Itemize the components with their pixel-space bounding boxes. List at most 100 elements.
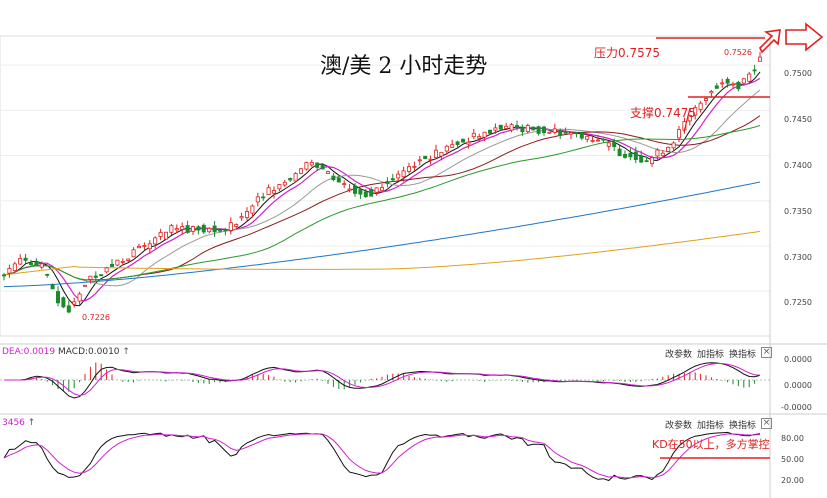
- candle-body: [293, 173, 298, 182]
- candle-body: [169, 225, 174, 233]
- candle-body: [255, 196, 260, 203]
- arrow-up-icon: ↑: [27, 418, 36, 428]
- macd-value: MACD:0.0010: [58, 347, 120, 357]
- candle-body: [61, 297, 66, 308]
- candle-body: [244, 211, 249, 218]
- candle-body: [509, 124, 514, 131]
- ma-line-blue: [3, 181, 761, 288]
- candle-body: [439, 151, 444, 157]
- candle-body: [644, 160, 649, 163]
- candle-body: [606, 142, 611, 147]
- kd-note: KD在50以上，多方掌控: [652, 438, 770, 451]
- candle-body: [185, 225, 190, 233]
- kd-add-indicator-button[interactable]: 加指标: [697, 421, 725, 431]
- candle-body: [39, 263, 44, 268]
- candle-body: [331, 175, 336, 181]
- candle-body: [320, 164, 325, 170]
- support-label: 支撑0.7475: [630, 106, 696, 120]
- candle-body: [477, 136, 482, 139]
- candle-body: [758, 56, 763, 62]
- macd-add-indicator-button[interactable]: 加指标: [697, 350, 725, 360]
- candle-body: [56, 291, 61, 304]
- candle-body: [28, 262, 33, 265]
- low-label: 0.7226: [82, 313, 110, 322]
- candle-body: [207, 227, 212, 233]
- arrow-up-icon: ↑: [122, 347, 130, 357]
- candle-body: [585, 135, 590, 140]
- candle-body: [736, 81, 741, 90]
- candle-body: [687, 114, 692, 122]
- candle-body: [50, 284, 55, 290]
- ma-line-orange: [3, 230, 761, 276]
- candle-body: [12, 263, 17, 271]
- candle-body: [120, 261, 125, 263]
- candle-body: [639, 155, 644, 163]
- candle-body: [401, 170, 406, 178]
- candle-body: [223, 229, 228, 232]
- candle-body: [201, 224, 206, 233]
- candle-body: [504, 125, 509, 129]
- candle-body: [142, 245, 147, 247]
- kd-swap-indicator-button[interactable]: 换指标: [729, 421, 757, 431]
- candle-body: [158, 232, 163, 237]
- candle-body: [741, 78, 746, 84]
- ma-line-gray: [3, 89, 761, 287]
- candle-body: [471, 132, 476, 138]
- candle-body: [590, 139, 595, 142]
- candle-body: [579, 132, 584, 139]
- candle-body: [417, 159, 422, 162]
- kd-change-params-button[interactable]: 改参数: [665, 421, 693, 431]
- candle-body: [45, 273, 50, 276]
- candle-body: [126, 258, 131, 261]
- candle-body: [174, 228, 179, 231]
- kd-header: 3456 ↑: [2, 418, 35, 428]
- candle-body: [390, 178, 395, 181]
- candle-body: [563, 131, 568, 134]
- candle-body: [487, 129, 492, 134]
- candle-body: [180, 226, 185, 230]
- candle-body: [655, 149, 660, 157]
- macd-change-params-button[interactable]: 改参数: [665, 350, 693, 360]
- candle-body: [342, 183, 347, 186]
- candle-body: [482, 131, 487, 138]
- candle-body: [309, 161, 314, 166]
- y-tick: 0.7300: [784, 253, 812, 262]
- candle-body: [83, 284, 88, 287]
- candle-body: [660, 152, 665, 157]
- candle-body: [720, 82, 725, 85]
- candle-body: [315, 162, 320, 168]
- candle-body: [693, 107, 698, 116]
- candle-body: [525, 125, 530, 132]
- y-tick: 0.7250: [784, 298, 812, 307]
- kd-y-tick: 80.00: [781, 434, 804, 443]
- macd-y-tick: -0.0000: [781, 403, 812, 412]
- candle-body: [428, 158, 433, 161]
- candle-body: [115, 259, 120, 266]
- macd-close-icon[interactable]: ×: [761, 347, 772, 358]
- candle-body: [250, 205, 255, 214]
- y-tick: 0.7500: [784, 69, 812, 78]
- candle-body: [23, 257, 28, 261]
- chart-title: 澳/美 2 小时走势: [320, 54, 488, 79]
- kd-close-icon[interactable]: ×: [761, 418, 772, 429]
- candle-body: [633, 151, 638, 160]
- candle-body: [369, 188, 374, 197]
- candle-body: [671, 142, 676, 149]
- y-tick: 0.7450: [784, 115, 812, 124]
- candle-body: [628, 152, 633, 158]
- candle-body: [677, 129, 682, 139]
- candle-body: [196, 226, 201, 231]
- candle-body: [698, 102, 703, 110]
- candle-body: [104, 267, 109, 273]
- candle-body: [18, 258, 23, 265]
- candle-body: [358, 189, 363, 195]
- candle-body: [747, 73, 752, 82]
- candle-body: [190, 226, 195, 232]
- kd-d-line: [3, 433, 761, 479]
- candle-body: [163, 231, 168, 240]
- candle-body: [650, 157, 655, 165]
- ma-line-darkred: [3, 115, 761, 281]
- macd-swap-indicator-button[interactable]: 换指标: [729, 350, 757, 360]
- ma-line-magenta: [3, 77, 761, 302]
